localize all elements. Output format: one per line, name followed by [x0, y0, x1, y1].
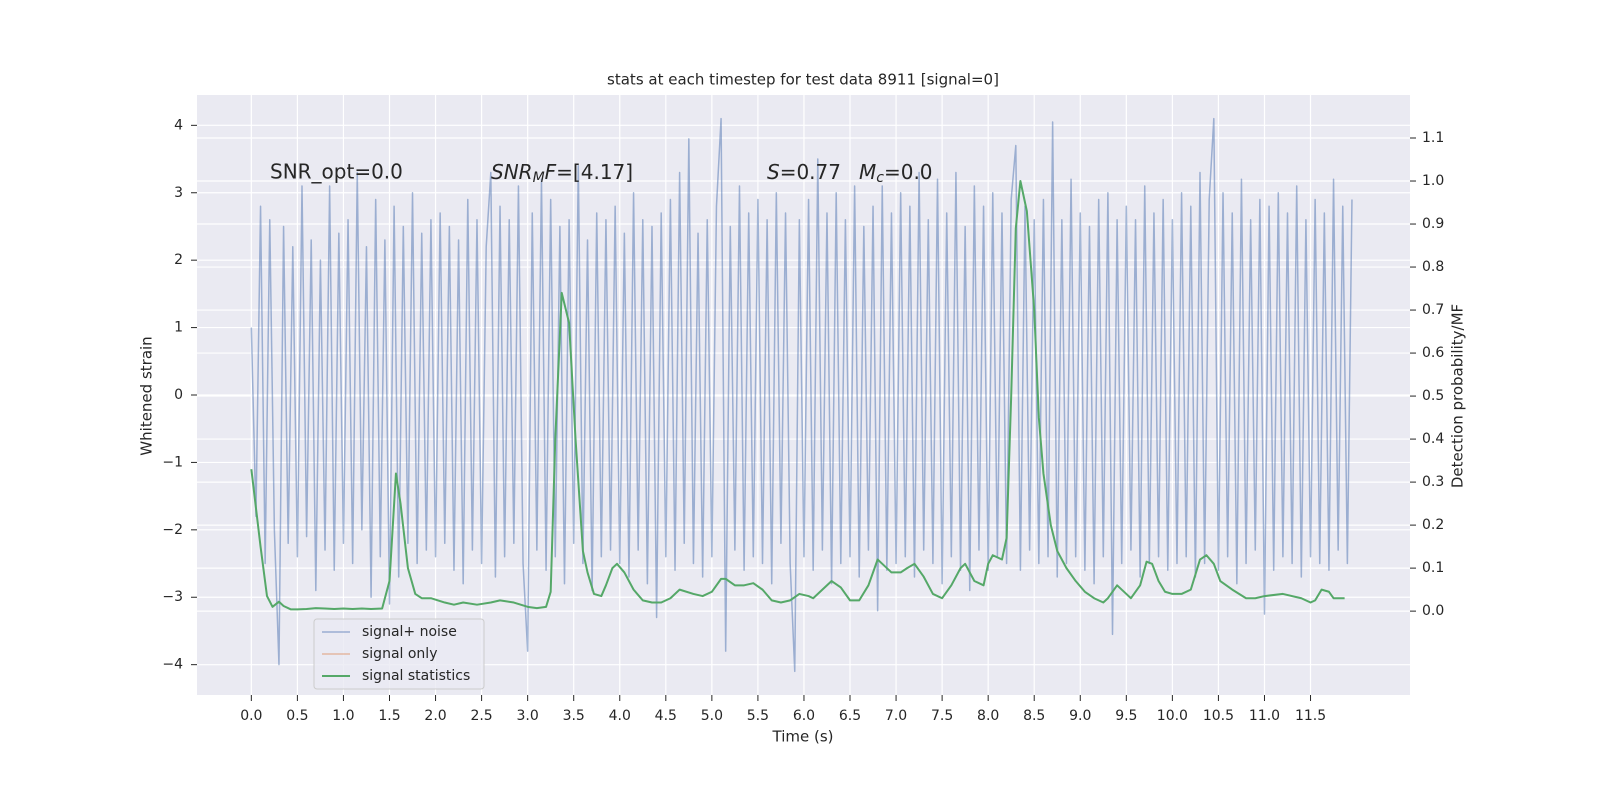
annotation-part: M	[533, 170, 545, 186]
series-line	[250, 117, 1353, 673]
annotation-part: M	[859, 160, 876, 184]
annotation-part: =0.77	[780, 160, 841, 184]
x-tick-label: 9.5	[1115, 708, 1137, 724]
series-line	[250, 180, 1345, 611]
x-tick-label: 1.0	[332, 708, 354, 724]
y-tick-label: −1	[162, 454, 183, 470]
y2-tick-label: 1.1	[1422, 130, 1444, 146]
y-tick-label: −4	[162, 657, 183, 673]
y-tick-label: −2	[162, 522, 183, 538]
x-tick-label: 8.5	[1023, 708, 1045, 724]
annotation: S=0.77	[767, 160, 841, 184]
annotation-part: =0.0	[884, 160, 933, 184]
x-tick-label: 10.5	[1203, 708, 1234, 724]
x-tick-label: 7.0	[885, 708, 907, 724]
annotation-part: F	[545, 160, 557, 184]
x-tick-label: 7.5	[931, 708, 953, 724]
x-tick-label: 3.0	[517, 708, 539, 724]
x-tick-label: 0.5	[286, 708, 308, 724]
y2-tick-label: 0.6	[1422, 345, 1444, 361]
annotation: SNRMF=[4.17]	[491, 160, 633, 187]
y-tick-label: −3	[162, 589, 183, 605]
y2-tick-label: 0.5	[1422, 388, 1444, 404]
legend-label: signal statistics	[362, 668, 470, 684]
annotation-part: =[4.17]	[556, 160, 633, 184]
y2-tick-label: 1.0	[1422, 173, 1444, 189]
legend-box	[313, 618, 485, 690]
x-tick-label: 6.0	[793, 708, 815, 724]
x-tick-label: 10.0	[1157, 708, 1188, 724]
x-tick-label: 0.0	[240, 708, 262, 724]
x-tick-label: 6.5	[839, 708, 861, 724]
x-tick-label: 5.5	[747, 708, 769, 724]
legend-label: signal only	[362, 646, 437, 662]
legend: signal+ noise signal only signal statistic…	[313, 618, 485, 690]
y2-tick-label: 0.4	[1422, 431, 1444, 447]
x-axis-label: Time (s)	[772, 728, 834, 746]
lines	[250, 117, 1353, 673]
y2-axis-label: Detection probability/MF	[1449, 304, 1467, 488]
y-tick-label: 0	[174, 387, 183, 403]
y2-tick-label: 0.2	[1422, 517, 1444, 533]
y2-tick-label: 0.9	[1422, 216, 1444, 232]
x-tick-label: 5.0	[701, 708, 723, 724]
annotation-part: S	[767, 160, 780, 184]
annotation-part: SNR	[491, 160, 533, 184]
y2-tick-label: 0.7	[1422, 302, 1444, 318]
y-tick-label: 4	[174, 117, 183, 133]
y-tick-label: 2	[174, 252, 183, 268]
x-tick-label: 4.5	[655, 708, 677, 724]
x-tick-label: 1.5	[378, 708, 400, 724]
y2-tick-label: 0.3	[1422, 474, 1444, 490]
annotation: SNR_opt=0.0	[270, 160, 403, 184]
y-axis-label: Whitened strain	[138, 336, 156, 455]
legend-label: signal+ noise	[362, 624, 457, 640]
y-tick-label: 3	[174, 185, 183, 201]
annotation: Mc=0.0	[859, 160, 933, 187]
chart-title: stats at each timestep for test data 891…	[607, 71, 999, 89]
y-tick-label: 1	[174, 320, 183, 336]
x-tick-label: 9.0	[1069, 708, 1091, 724]
y2-tick-label: 0.8	[1422, 259, 1444, 275]
x-tick-label: 11.5	[1295, 708, 1326, 724]
x-tick-label: 3.5	[563, 708, 585, 724]
x-tick-label: 2.5	[470, 708, 492, 724]
annotation-part: c	[876, 170, 884, 186]
x-tick-label: 4.0	[609, 708, 631, 724]
y2-tick-label: 0.1	[1422, 560, 1444, 576]
x-tick-label: 8.0	[977, 708, 999, 724]
y2-tick-label: 0.0	[1422, 603, 1444, 619]
x-tick-label: 2.0	[424, 708, 446, 724]
x-tick-label: 11.0	[1249, 708, 1280, 724]
